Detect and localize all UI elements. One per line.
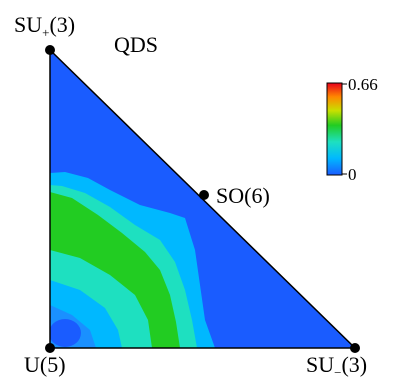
edge-marker-so6 <box>199 190 209 200</box>
vertex-label-su-minus: SU−(3) <box>306 352 367 379</box>
vertex-label-su-plus: SU+(3) <box>14 12 75 40</box>
contour-level-7 <box>50 319 81 347</box>
vertex-label-u5: U(5) <box>24 352 66 377</box>
edge-label-so6: SO(6) <box>216 183 270 208</box>
colorbar-max-label: 0.66 <box>348 75 378 94</box>
chart-title: QDS <box>114 32 158 57</box>
vertex-marker-u5 <box>45 343 55 353</box>
vertex-marker-su-minus <box>350 343 360 353</box>
colorbar-min-label: 0 <box>348 165 357 184</box>
colorbar <box>326 82 343 176</box>
vertex-marker-su-plus <box>45 45 55 55</box>
